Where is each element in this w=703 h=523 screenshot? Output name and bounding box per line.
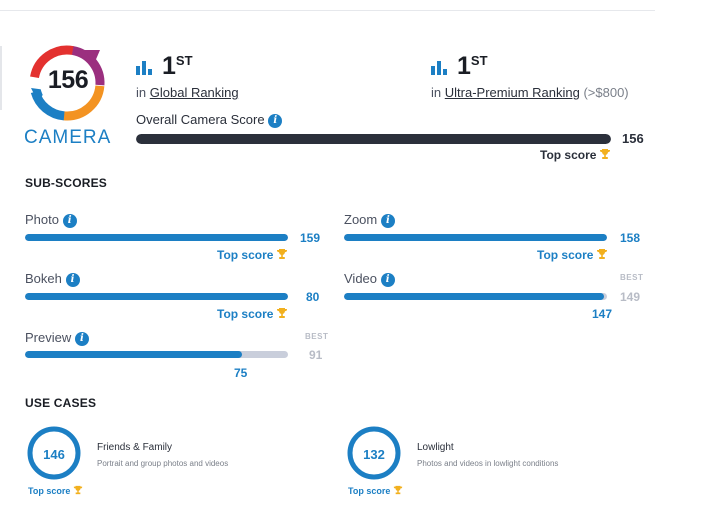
info-icon[interactable]: i bbox=[74, 331, 89, 346]
top-divider bbox=[0, 10, 655, 11]
lowlight-title: Lowlight bbox=[417, 442, 454, 453]
video-label-row: Video i bbox=[344, 271, 395, 287]
photo-top-score: Top score bbox=[217, 248, 288, 262]
lowlight-score: 132 bbox=[363, 447, 385, 462]
top-score-label: Top score bbox=[28, 486, 71, 496]
video-score-value: 147 bbox=[592, 307, 613, 321]
camera-score-badge-icon bbox=[29, 45, 105, 121]
ranking-bar-icon bbox=[136, 61, 154, 75]
zoom-top-score: Top score bbox=[537, 248, 608, 262]
global-rank-suffix: ST bbox=[175, 53, 193, 68]
video-label: Video bbox=[344, 271, 378, 286]
global-ranking-link[interactable]: Global Ranking bbox=[149, 85, 239, 100]
friends-family-score-ring-icon bbox=[27, 426, 81, 480]
info-icon[interactable]: i bbox=[380, 272, 395, 287]
photo-score-value: 159 bbox=[300, 231, 321, 245]
global-rank-prefix: in bbox=[136, 85, 147, 100]
segment-rank-line: in Ultra-Premium Ranking (>$800) bbox=[431, 85, 629, 100]
trophy-icon bbox=[74, 485, 83, 495]
bokeh-top-score: Top score bbox=[217, 307, 288, 321]
global-rank-number: 1 bbox=[162, 52, 176, 80]
global-rank: 1ST bbox=[162, 52, 193, 80]
zoom-score-fill bbox=[344, 234, 607, 241]
preview-score-value: 75 bbox=[234, 366, 248, 380]
preview-label: Preview bbox=[25, 330, 72, 345]
bokeh-score-fill bbox=[25, 293, 288, 300]
segment-rank-number: 1 bbox=[457, 52, 471, 80]
segment-rank-suffix: ST bbox=[470, 53, 488, 68]
friends-family-title: Friends & Family bbox=[97, 442, 173, 453]
friends-family-score: 146 bbox=[43, 447, 65, 462]
preview-score-bar bbox=[25, 351, 288, 358]
video-score-fill bbox=[344, 293, 604, 300]
friends-family-desc: Portrait and group photos and videos bbox=[97, 459, 229, 468]
segment-price-range: (>$800) bbox=[583, 85, 629, 100]
badge-score: 156 bbox=[47, 66, 89, 94]
overall-score-label: Overall Camera Score bbox=[136, 112, 265, 127]
overall-top-score: Top score bbox=[540, 148, 611, 162]
info-icon[interactable]: i bbox=[268, 113, 283, 128]
left-edge-shadow bbox=[0, 46, 2, 110]
photo-score-fill bbox=[25, 234, 288, 241]
trophy-icon bbox=[600, 149, 611, 159]
overall-score-fill bbox=[136, 134, 611, 144]
video-score-bar bbox=[344, 293, 607, 300]
trophy-icon bbox=[277, 249, 288, 259]
trophy-icon bbox=[597, 249, 608, 259]
global-rank-line: in Global Ranking bbox=[136, 85, 239, 100]
zoom-score-bar bbox=[344, 234, 607, 241]
lowlight-desc: Photos and videos in lowlight conditions bbox=[417, 459, 559, 468]
info-icon[interactable]: i bbox=[380, 213, 395, 228]
ultra-premium-ranking-link[interactable]: Ultra-Premium Ranking bbox=[444, 85, 580, 100]
preview-best-label: BEST bbox=[305, 332, 329, 341]
top-score-label: Top score bbox=[540, 148, 597, 162]
video-best-value: 149 bbox=[620, 290, 641, 304]
trophy-icon bbox=[277, 308, 288, 318]
top-score-label: Top score bbox=[348, 486, 391, 496]
overall-score-value: 156 bbox=[622, 131, 644, 146]
info-icon[interactable]: i bbox=[65, 272, 80, 287]
overall-score-bar bbox=[136, 134, 611, 144]
lowlight-score-ring-icon bbox=[347, 426, 401, 480]
friends-family-top-score: Top score bbox=[28, 485, 83, 496]
zoom-label-row: Zoom i bbox=[344, 212, 395, 228]
video-best-label: BEST bbox=[620, 273, 644, 282]
top-score-label: Top score bbox=[217, 307, 274, 321]
zoom-score-value: 158 bbox=[620, 231, 641, 245]
preview-best-value: 91 bbox=[309, 348, 323, 362]
info-icon[interactable]: i bbox=[62, 213, 77, 228]
trophy-icon bbox=[394, 485, 403, 495]
lowlight-top-score: Top score bbox=[348, 485, 403, 496]
badge-category-label: CAMERA bbox=[24, 127, 112, 148]
bokeh-score-value: 80 bbox=[306, 290, 320, 304]
photo-label-row: Photo i bbox=[25, 212, 77, 228]
segment-rank: 1ST bbox=[457, 52, 488, 80]
photo-score-bar bbox=[25, 234, 288, 241]
use-cases-heading: USE CASES bbox=[25, 396, 97, 410]
top-score-label: Top score bbox=[537, 248, 594, 262]
bokeh-label-row: Bokeh i bbox=[25, 271, 80, 287]
subscores-heading: SUB-SCORES bbox=[25, 176, 108, 190]
photo-label: Photo bbox=[25, 212, 59, 227]
bokeh-label: Bokeh bbox=[25, 271, 62, 286]
ranking-bar-icon bbox=[431, 61, 449, 75]
preview-score-fill bbox=[25, 351, 242, 358]
zoom-label: Zoom bbox=[344, 212, 378, 227]
overall-score-label-row: Overall Camera Score i bbox=[136, 112, 283, 128]
segment-rank-prefix: in bbox=[431, 85, 442, 100]
top-score-label: Top score bbox=[217, 248, 274, 262]
preview-label-row: Preview i bbox=[25, 330, 89, 346]
bokeh-score-bar bbox=[25, 293, 288, 300]
